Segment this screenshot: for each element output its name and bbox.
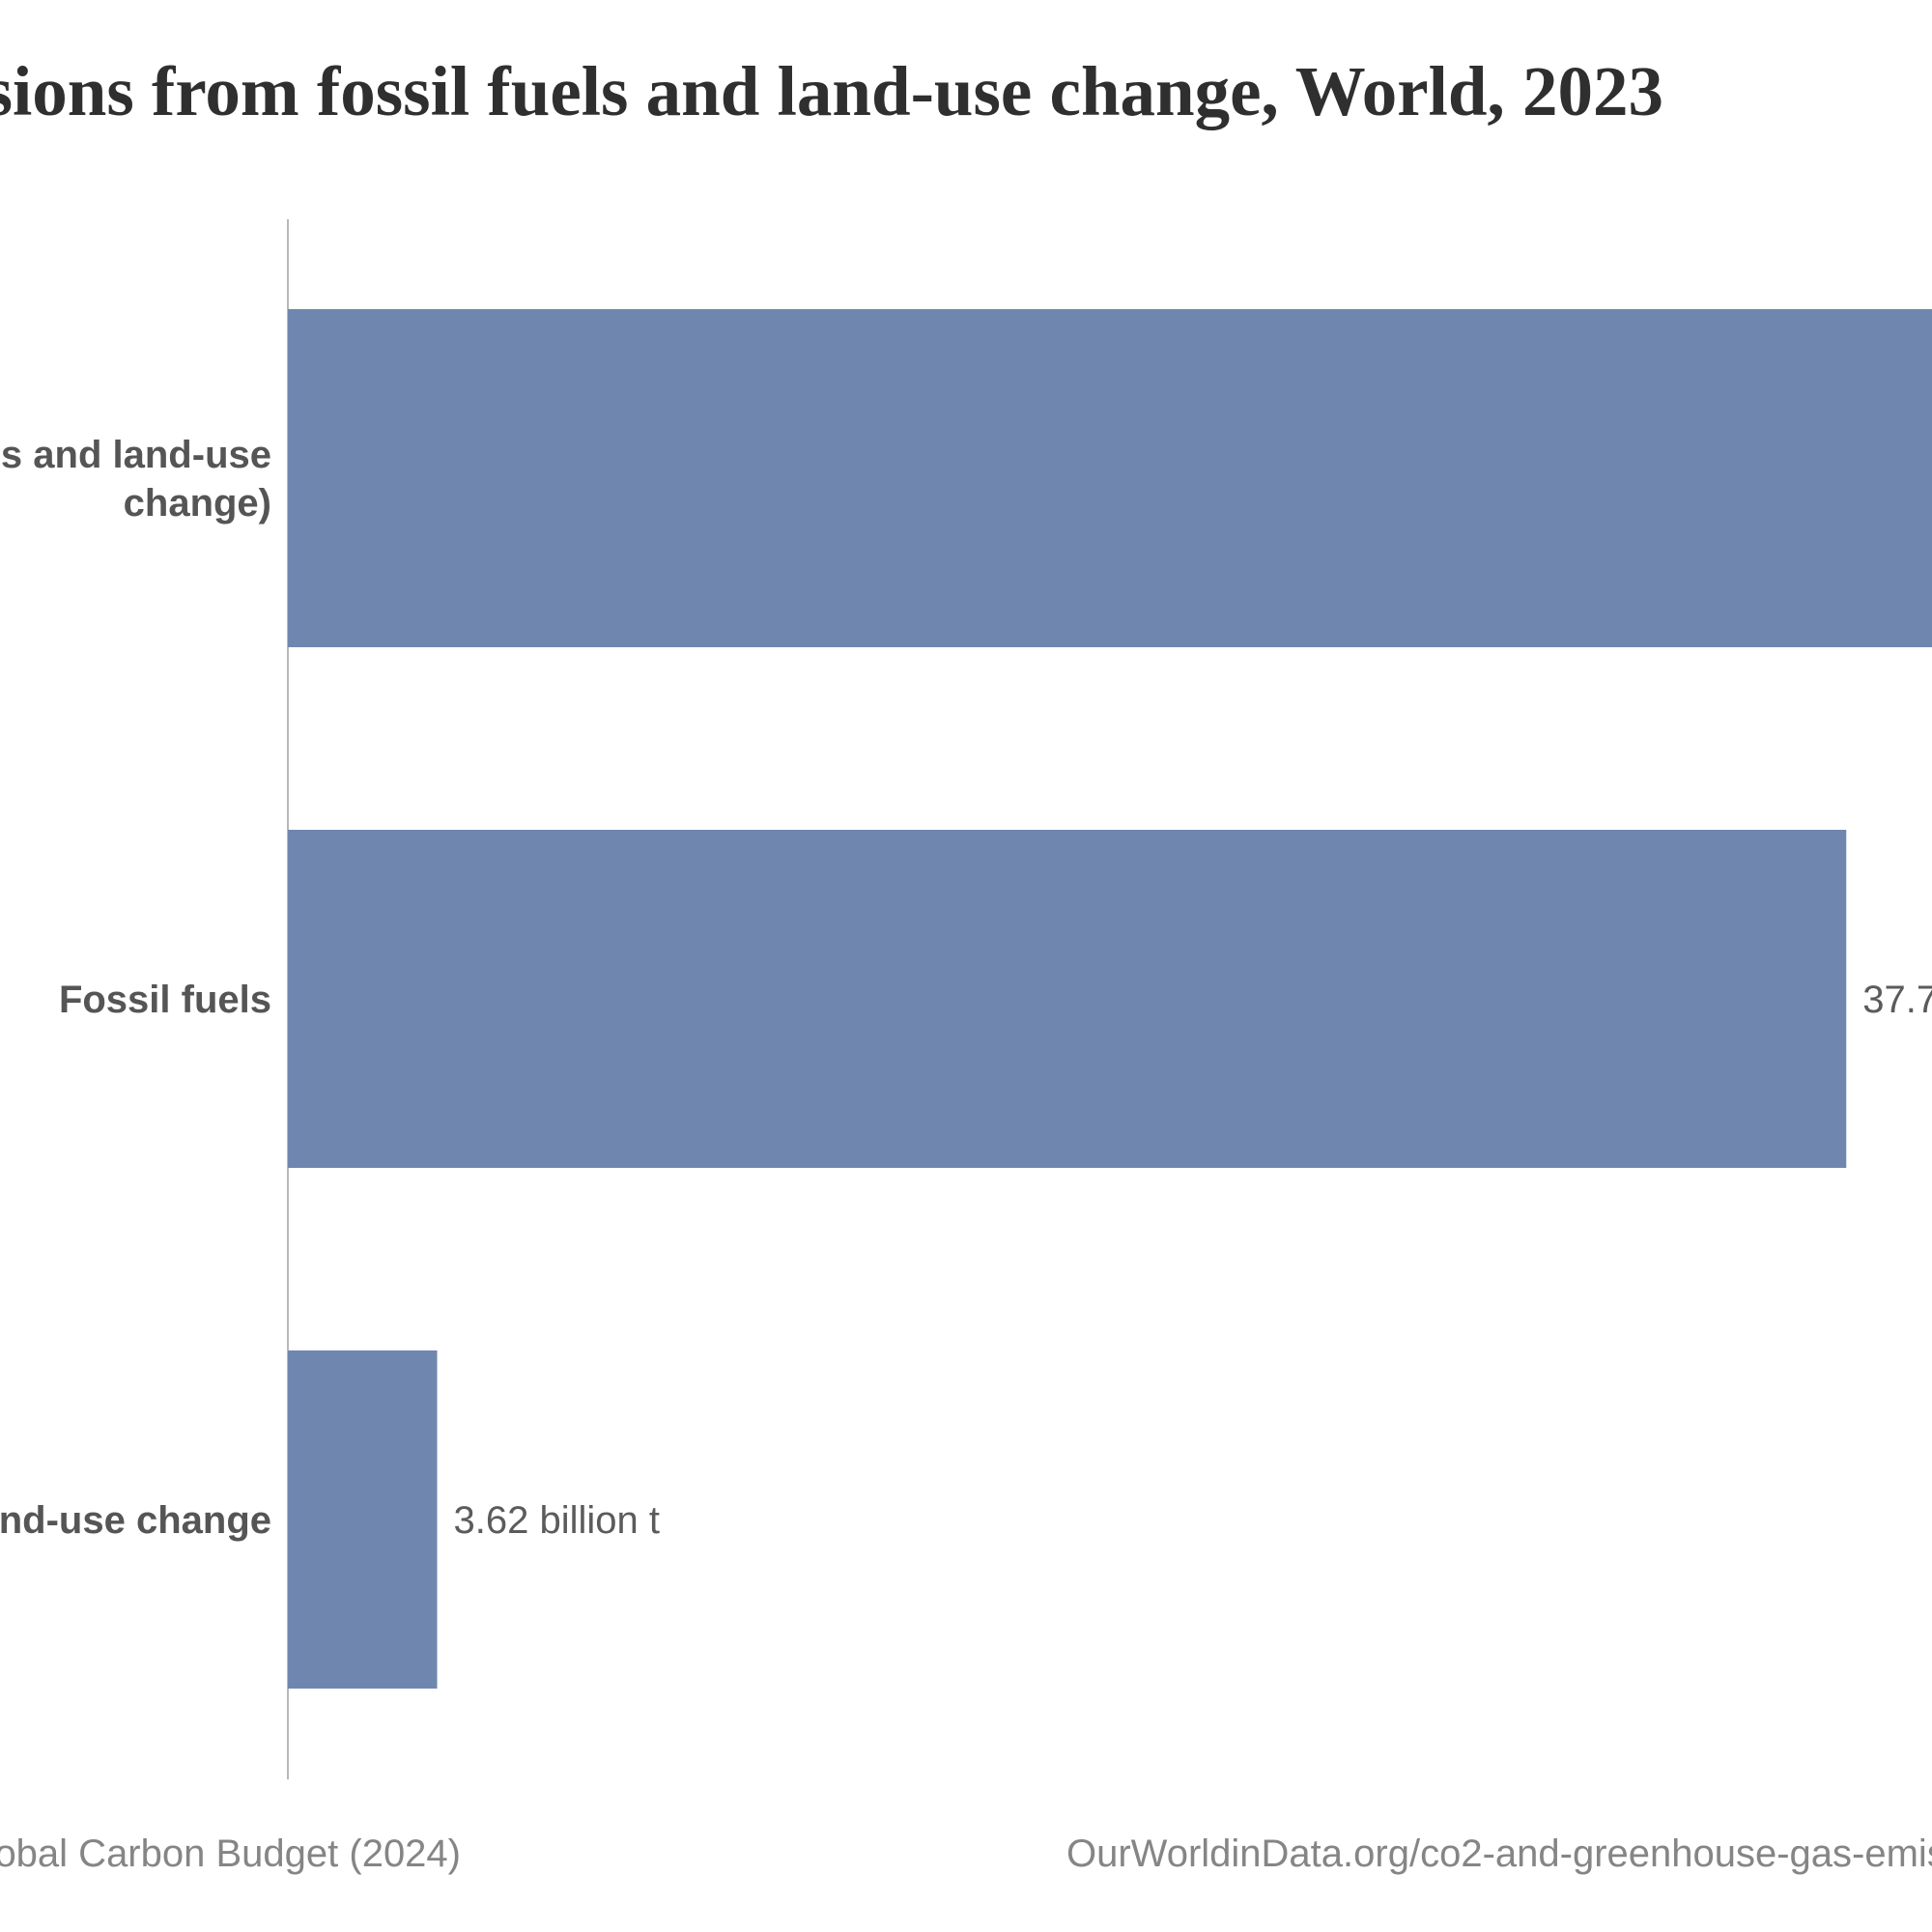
data-source-note: Data source: Global Carbon Budget (2024) (0, 1833, 461, 1875)
bar-1[interactable] (288, 830, 1847, 1168)
value-label-2: 3.62 billion t (454, 1499, 660, 1542)
bar-0[interactable] (288, 309, 1932, 647)
value-label-1: 37.79 billion t (1862, 979, 1932, 1021)
bars-group (288, 309, 1932, 1689)
category-label-2: Land-use change (0, 1499, 271, 1542)
chart-title: Annual CO₂ emissions from fossil fuels a… (0, 52, 1663, 130)
value-labels-group: 41.4 billion t37.79 billion t3.62 billio… (454, 979, 1932, 1542)
category-label-1: Fossil fuels (59, 979, 271, 1021)
source-url-link[interactable]: OurWorldinData.org/co2-and-greenhouse-ga… (1066, 1833, 1932, 1875)
bar-2[interactable] (288, 1350, 438, 1689)
